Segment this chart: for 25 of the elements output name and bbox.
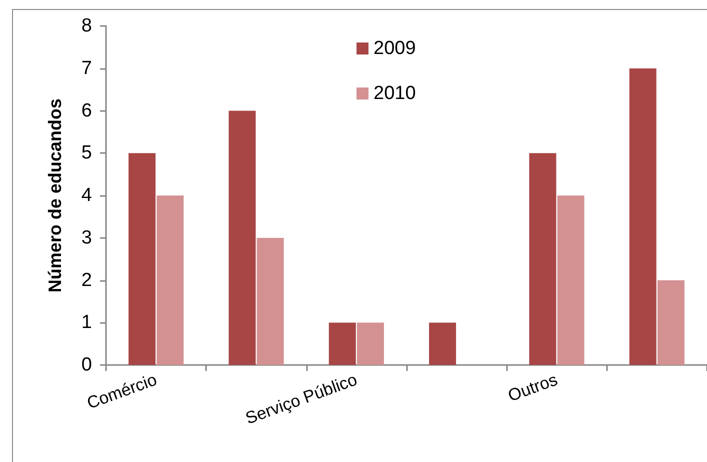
y-tick-label: 1 [81, 312, 92, 334]
bar [657, 280, 684, 365]
y-tick-label: 0 [81, 354, 92, 376]
bar [228, 110, 256, 365]
y-tick-label: 5 [81, 142, 92, 164]
bar [529, 153, 556, 365]
bar [429, 322, 456, 365]
bar [356, 322, 384, 365]
bar [328, 322, 356, 365]
x-tick-label: Serviço Público [243, 370, 360, 428]
y-tick-label: 3 [81, 227, 92, 248]
x-tick-label: Outros [506, 370, 560, 406]
y-tick-label: 2 [81, 270, 92, 291]
bar [156, 196, 184, 365]
y-tick-label: 8 [81, 16, 92, 36]
bar [629, 68, 656, 365]
bar [128, 153, 156, 365]
y-tick-label: 4 [81, 185, 92, 206]
legend-label: 2010 [374, 83, 416, 104]
bar [256, 238, 284, 365]
legend-label: 2009 [374, 38, 416, 59]
bar [557, 196, 584, 365]
y-tick-label: 6 [81, 100, 92, 122]
y-axis-title: Número de educandos [45, 98, 65, 293]
y-tick-label: 7 [81, 58, 92, 79]
